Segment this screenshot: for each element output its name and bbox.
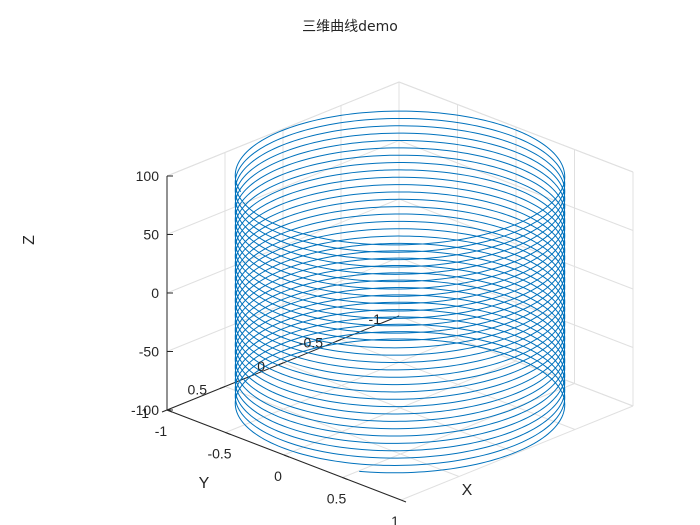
x-tick-mark (400, 499, 407, 503)
z-tick-label: 100 (136, 168, 160, 184)
y-tick-label: 0 (257, 358, 265, 374)
x-axis-label: X (462, 482, 473, 499)
x-tick-label: 1 (391, 513, 399, 525)
grid-line (398, 81, 634, 173)
grid-line (398, 140, 634, 231)
y-tick-mark (335, 339, 342, 342)
y-tick-label: -0.5 (299, 335, 323, 351)
x-tick-label: -1 (155, 423, 168, 439)
x-tick-label: -0.5 (207, 446, 231, 462)
curve-plot (234, 110, 566, 474)
z-tick-label: 50 (143, 227, 159, 243)
z-tick-label: -50 (139, 344, 159, 360)
y-tick-mark (219, 386, 226, 389)
x-tick-mark (283, 454, 290, 458)
y-tick-mark (277, 362, 284, 366)
grid-line (398, 198, 634, 290)
z-tick-label: 0 (151, 285, 159, 301)
x-tick-mark (225, 432, 231, 435)
y-axis-label: Y (199, 475, 210, 492)
y-tick-label: 0.5 (188, 382, 208, 398)
y-tick-mark (161, 409, 168, 413)
grid-line (166, 81, 400, 177)
grid-line (398, 257, 634, 348)
grid-line (166, 198, 400, 294)
x-tick-label: 0.5 (327, 491, 347, 507)
x-tick-mark (342, 477, 348, 480)
y-tick-label: 1 (141, 405, 149, 421)
z-axis-label: Z (21, 235, 38, 245)
grid-line (224, 386, 460, 477)
chart-title: 三维曲线demo (302, 19, 398, 35)
series-line (234, 110, 566, 474)
z-tick-label: -100 (131, 402, 159, 418)
grid-line (166, 140, 400, 235)
x-tick-label: 0 (274, 468, 282, 484)
y-tick-label: -1 (369, 311, 382, 327)
grid-line (282, 362, 518, 454)
